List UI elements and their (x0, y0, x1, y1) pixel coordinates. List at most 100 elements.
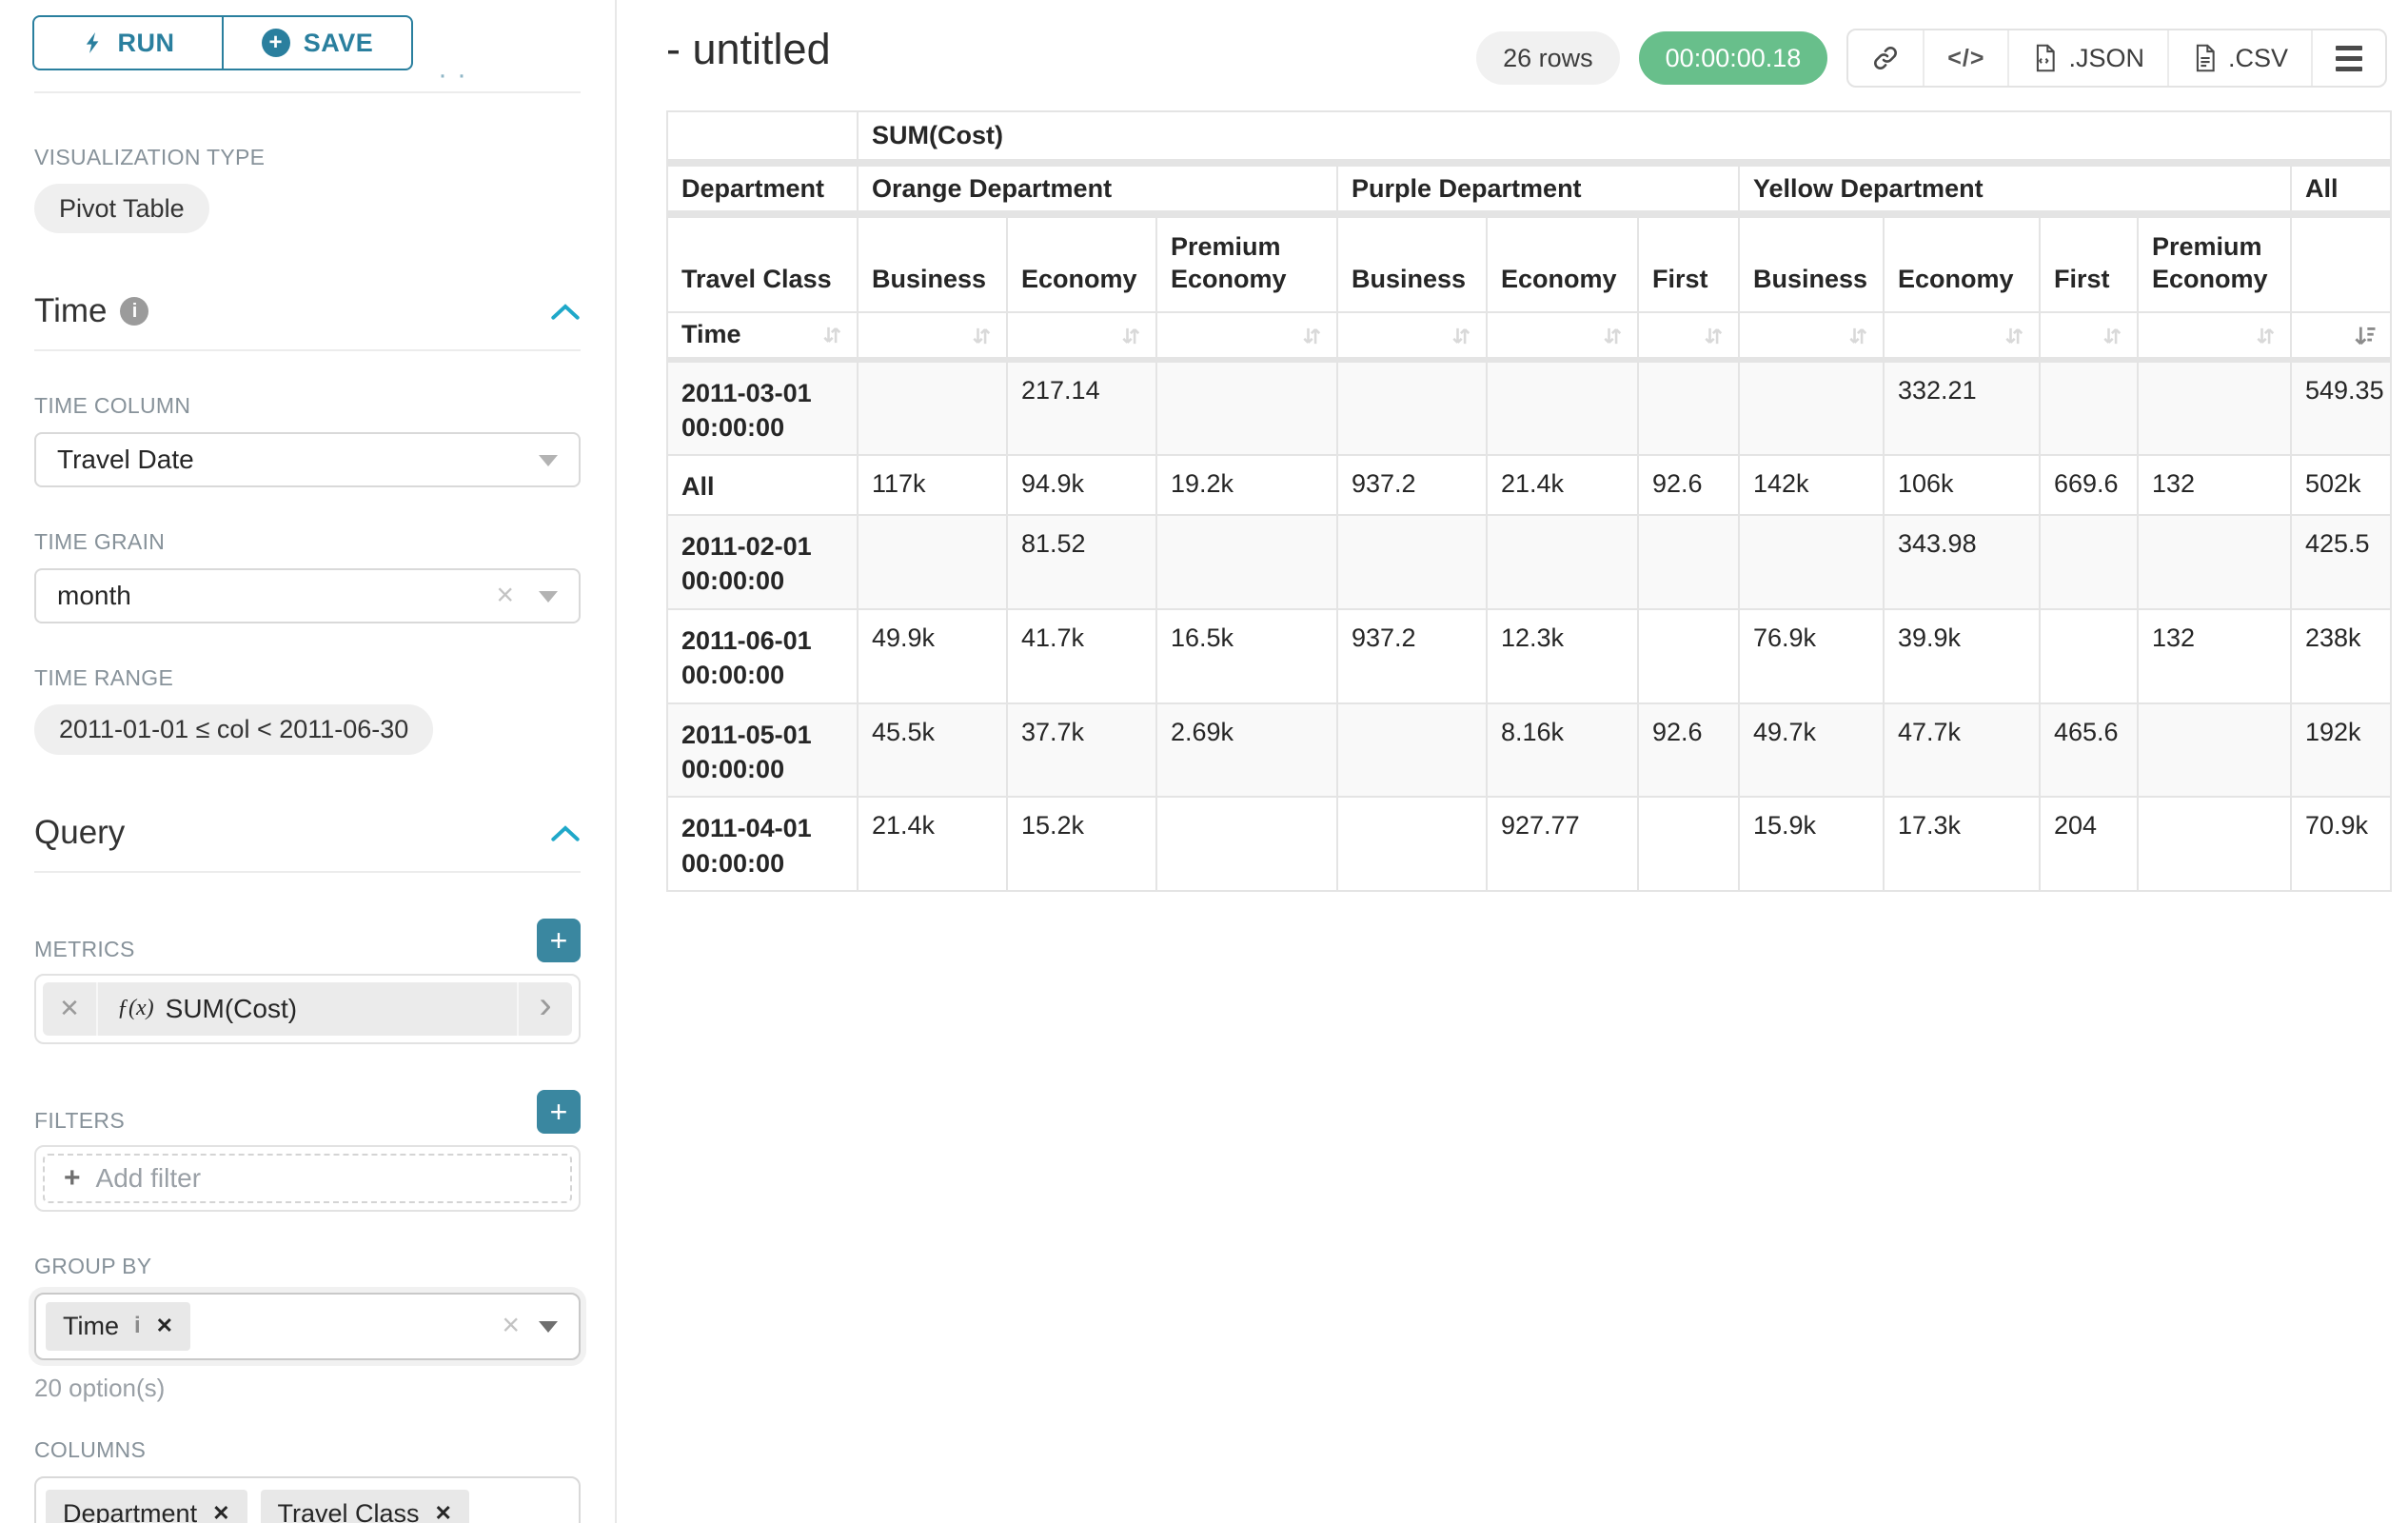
query-section-title: Query (34, 813, 126, 851)
time-column-select[interactable]: Travel Date (34, 432, 581, 488)
sort-arrows-icon[interactable] (1448, 323, 1474, 349)
columns-select[interactable]: Department ✕ Travel Class ✕ × (34, 1475, 581, 1523)
group-by-chip-time[interactable]: Time i ✕ (46, 1301, 191, 1351)
column-sort-header[interactable] (2137, 310, 2292, 363)
value-cell (1155, 796, 1338, 893)
value-cell: 15.2k (1006, 796, 1157, 893)
sort-arrows-icon[interactable] (2099, 323, 2125, 349)
clear-x-icon[interactable]: × (502, 1519, 520, 1523)
time-range-label: TIME RANGE (34, 665, 174, 691)
bolt-icon (82, 29, 105, 57)
sort-arrows-icon[interactable] (2252, 323, 2279, 349)
value-cell: 192k (2289, 702, 2393, 799)
add-filter-button[interactable]: + Add filter (43, 1153, 572, 1203)
add-filter-label: Add filter (95, 1162, 202, 1193)
chevron-up-icon[interactable] (550, 822, 581, 843)
sort-arrows-icon[interactable] (1599, 323, 1626, 349)
travel-class-header: Premium Economy (2137, 213, 2292, 313)
sort-desc-icon[interactable] (2352, 323, 2378, 349)
group-by-select[interactable]: Time i ✕ × (34, 1292, 581, 1360)
remove-metric-button[interactable]: ✕ (43, 981, 98, 1036)
value-cell: 927.77 (1486, 796, 1639, 893)
time-range-chip[interactable]: 2011-01-01 ≤ col < 2011-06-30 (34, 704, 434, 755)
embed-code-button[interactable]: </> (1923, 30, 2007, 86)
add-metric-button[interactable]: + (537, 918, 581, 962)
export-json-button[interactable]: .JSON (2007, 30, 2167, 86)
value-cell: 132 (2137, 454, 2292, 516)
value-cell: 8.16k (1486, 702, 1639, 799)
run-button[interactable]: RUN (32, 15, 223, 70)
value-cell: 332.21 (1883, 358, 2041, 457)
caret-down-icon[interactable] (539, 1321, 558, 1334)
value-cell: 343.98 (1883, 513, 2041, 610)
sort-arrows-icon[interactable] (2001, 323, 2027, 349)
corner-cell (666, 110, 859, 167)
metric-item[interactable]: ✕ ƒ(x) SUM(Cost) › (43, 981, 572, 1036)
column-sort-header[interactable] (1738, 310, 1885, 363)
sort-arrows-icon[interactable] (1298, 323, 1325, 349)
column-sort-header[interactable] (2289, 310, 2393, 363)
add-filter-plus-button[interactable]: + (537, 1089, 581, 1134)
sort-arrows-icon[interactable] (968, 323, 995, 349)
table-row: 2011-06-01 00:00:00 49.9k 41.7k 16.5k 937.2 12… (666, 607, 2393, 704)
permalink-button[interactable] (1848, 30, 1923, 86)
info-icon: i (120, 297, 149, 326)
column-sort-header[interactable] (1883, 310, 2041, 363)
column-sort-header[interactable] (1336, 310, 1488, 363)
column-sort-header[interactable] (1637, 310, 1740, 363)
value-cell (1336, 358, 1488, 457)
sort-arrows-icon[interactable] (1700, 323, 1727, 349)
file-icon (2032, 44, 2059, 72)
row-time-header: 2011-03-01 00:00:00 (666, 358, 859, 457)
value-cell: 132 (2137, 607, 2292, 704)
caret-down-icon (539, 455, 558, 467)
travel-class-header: Economy (1883, 213, 2041, 313)
filters-label: FILTERS (34, 1107, 125, 1133)
chip-close-icon[interactable]: ✕ (155, 1314, 174, 1338)
link-icon (1871, 44, 1900, 72)
value-cell: 37.7k (1006, 702, 1157, 799)
time-grain-select[interactable]: month × (34, 568, 581, 624)
value-cell: 502k (2289, 454, 2393, 516)
column-sort-header[interactable] (857, 310, 1008, 363)
value-cell: 41.7k (1006, 607, 1157, 704)
value-cell: 94.9k (1006, 454, 1157, 516)
export-csv-button[interactable]: .CSV (2166, 30, 2311, 86)
column-sort-header[interactable] (2039, 310, 2139, 363)
column-sort-header[interactable] (1155, 310, 1338, 363)
time-grain-value: month (57, 581, 131, 611)
save-button[interactable]: + SAVE (223, 15, 413, 70)
value-cell: 21.4k (1486, 454, 1639, 516)
sort-arrows-icon[interactable] (1117, 323, 1144, 349)
expand-metric-button[interactable]: › (517, 981, 572, 1036)
value-cell (1637, 607, 1740, 704)
column-sort-header[interactable] (1486, 310, 1639, 363)
value-cell (1637, 796, 1740, 893)
filters-box: + Add filter (34, 1144, 581, 1212)
clear-x-icon[interactable]: × (502, 1308, 520, 1343)
save-button-label: SAVE (303, 28, 374, 57)
chip-close-icon[interactable]: ✕ (212, 1501, 230, 1523)
control-panel: RUN + SAVE Chart Type ·· VISUALIZATION T… (0, 0, 617, 1523)
travel-class-header: Business (1738, 213, 1885, 313)
chip-close-icon[interactable]: ✕ (434, 1501, 452, 1523)
value-cell (2039, 513, 2139, 610)
clear-x-icon[interactable]: × (496, 578, 514, 613)
metric-header-cell: SUM(Cost) (856, 110, 2393, 167)
columns-label: COLUMNS (34, 1436, 147, 1462)
menu-button[interactable] (2311, 30, 2385, 86)
chevron-up-icon[interactable] (550, 301, 581, 322)
export-button-group: </> .JSON .CSV (1846, 29, 2387, 88)
viz-type-chip[interactable]: Pivot Table (34, 184, 209, 234)
select-tools: × (484, 1295, 579, 1358)
group-by-options-hint: 20 option(s) (34, 1373, 166, 1402)
sort-arrows-icon[interactable] (1845, 323, 1871, 349)
column-sort-header[interactable] (1006, 310, 1157, 363)
sort-arrows-icon[interactable] (819, 322, 845, 348)
columns-chip-department[interactable]: Department ✕ (46, 1489, 247, 1523)
columns-chip-travel-class[interactable]: Travel Class ✕ (260, 1489, 469, 1523)
value-cell (2137, 358, 2292, 457)
value-cell: 49.7k (1738, 702, 1885, 799)
time-sort-header[interactable]: Time (666, 310, 859, 363)
